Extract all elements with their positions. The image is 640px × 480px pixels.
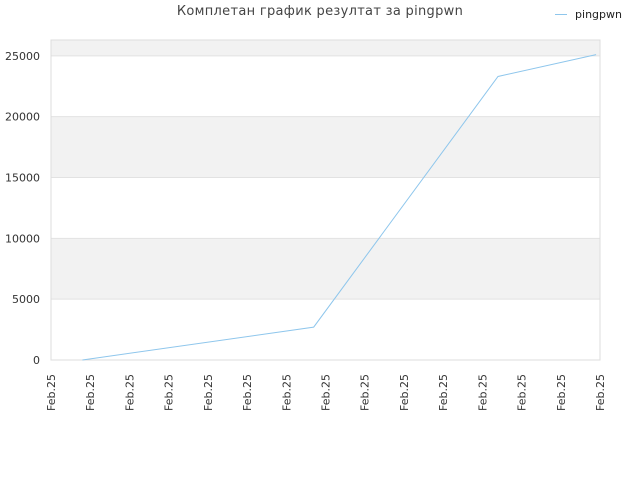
- x-tick-label: Feb.25: [241, 374, 254, 411]
- x-tick-label: Feb.25: [359, 374, 372, 411]
- plot-bands: [51, 40, 600, 360]
- x-tick-label: Feb.25: [123, 374, 136, 411]
- x-tick-label: Feb.25: [280, 374, 293, 411]
- y-tick-label: 15000: [5, 171, 40, 184]
- y-tick-label: 10000: [5, 232, 40, 245]
- x-tick-label: Feb.25: [476, 374, 489, 411]
- y-tick-label: 25000: [5, 50, 40, 63]
- plot-band: [51, 299, 600, 360]
- x-tick-label: Feb.25: [202, 374, 215, 411]
- x-tick-label: Feb.25: [320, 374, 333, 411]
- plot-band: [51, 116, 600, 178]
- series-lines: [82, 54, 597, 361]
- y-tick-label: 0: [33, 354, 40, 367]
- x-tick-label: Feb.25: [45, 374, 58, 411]
- legend-label: pingpwn: [575, 8, 622, 21]
- legend: pingpwn: [555, 8, 622, 21]
- x-tick-label: Feb.25: [555, 374, 568, 411]
- plot-band: [51, 238, 600, 300]
- legend-swatch: [555, 14, 568, 15]
- x-axis-ticks: Feb.25 Feb.25 Feb.25 Feb.25 Feb.25 Feb.25 Feb.…: [45, 374, 607, 411]
- x-tick-label: Feb.25: [163, 374, 176, 411]
- x-tick-label: Feb.25: [84, 374, 97, 411]
- plot-band: [51, 40, 600, 56]
- x-tick-label: Feb.25: [398, 374, 411, 411]
- y-tick-label: 20000: [5, 111, 40, 124]
- chart-title: Комплетан график резултат за pingpwn: [176, 4, 464, 19]
- plot-band: [51, 55, 600, 117]
- x-tick-label: Feb.25: [516, 374, 529, 411]
- y-axis-ticks: 0 5000 10000 15000 20000 25000: [5, 50, 40, 367]
- series-line: [82, 54, 597, 361]
- x-tick-label: Feb.25: [594, 374, 607, 411]
- x-tick-label: Feb.25: [437, 374, 450, 411]
- y-tick-label: 5000: [12, 293, 40, 306]
- plot-frame: [50, 39, 601, 361]
- plot-band: [51, 177, 600, 239]
